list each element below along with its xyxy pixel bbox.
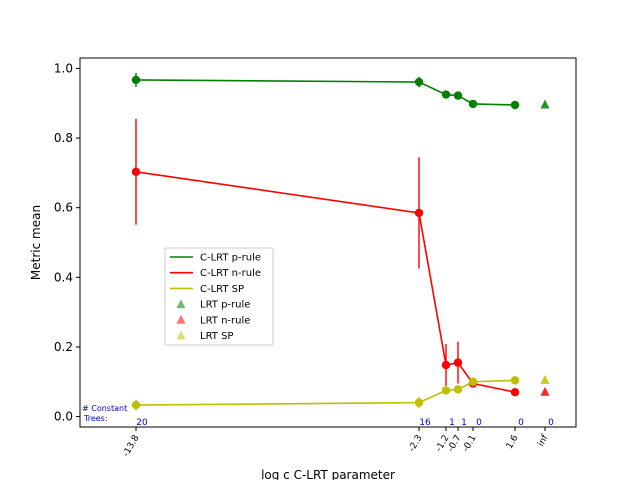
data-point bbox=[131, 75, 141, 85]
y-axis-label: Metric mean bbox=[29, 205, 43, 280]
x-tick-label: inf bbox=[536, 433, 551, 449]
data-point bbox=[414, 208, 424, 218]
x-tick-label: -2.3 bbox=[407, 434, 424, 454]
constant-trees-label: Trees: bbox=[83, 414, 108, 423]
legend-label: C-LRT n-rule bbox=[200, 268, 261, 279]
baseline-marker bbox=[540, 374, 550, 384]
y-tick-label: 0.8 bbox=[54, 131, 73, 145]
baseline-marker bbox=[540, 99, 550, 109]
data-point bbox=[131, 167, 141, 177]
constant-trees-count: 1 bbox=[461, 418, 467, 428]
x-tick-label: -13.8 bbox=[121, 433, 141, 458]
data-point bbox=[468, 377, 478, 386]
y-tick-label: 0.6 bbox=[54, 201, 73, 215]
data-point bbox=[510, 100, 520, 110]
data-point bbox=[441, 360, 451, 370]
x-tick-label: -0.1 bbox=[461, 434, 478, 454]
series-line bbox=[135, 79, 516, 106]
constant-trees-label: # Constant bbox=[82, 404, 127, 413]
data-point bbox=[131, 400, 141, 410]
constant-trees-count: 1 bbox=[449, 418, 455, 428]
data-point bbox=[441, 386, 451, 395]
constant-trees-count: 0 bbox=[476, 418, 482, 428]
y-tick-label: 1.0 bbox=[54, 61, 73, 75]
plot-frame bbox=[79, 57, 577, 428]
x-tick-label: 1.6 bbox=[505, 433, 521, 451]
legend-label: LRT SP bbox=[200, 331, 233, 342]
y-tick-label: 0.0 bbox=[54, 410, 73, 424]
y-tick-label: 0.2 bbox=[54, 340, 73, 354]
constant-trees-count: 0 bbox=[518, 418, 524, 428]
series-line bbox=[135, 171, 516, 393]
data-point bbox=[441, 90, 451, 99]
legend-label: LRT p-rule bbox=[200, 300, 250, 311]
legend-label: LRT n-rule bbox=[200, 315, 250, 326]
data-point bbox=[510, 387, 520, 397]
legend-swatch-marker bbox=[176, 330, 186, 340]
data-point bbox=[414, 398, 424, 407]
legend-swatch-marker bbox=[176, 299, 186, 309]
legend-label: C-LRT SP bbox=[200, 284, 244, 295]
x-tick-label: -0.7 bbox=[446, 434, 463, 454]
series-line bbox=[135, 379, 516, 406]
data-point bbox=[468, 99, 478, 109]
baseline-marker bbox=[540, 386, 550, 396]
data-point bbox=[453, 385, 463, 394]
x-axis-label: log c C-LRT parameter bbox=[261, 468, 395, 480]
y-tick-label: 0.4 bbox=[54, 270, 73, 284]
legend-label: C-LRT p-rule bbox=[200, 253, 261, 264]
constant-trees-count: 16 bbox=[419, 418, 431, 428]
constant-trees-count: 0 bbox=[548, 418, 554, 428]
constant-trees-count: 20 bbox=[136, 418, 148, 428]
data-point bbox=[453, 91, 463, 100]
legend-swatch-marker bbox=[176, 314, 186, 324]
data-point bbox=[510, 376, 520, 385]
data-point bbox=[414, 77, 424, 87]
data-point bbox=[453, 358, 463, 367]
